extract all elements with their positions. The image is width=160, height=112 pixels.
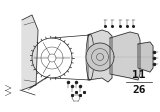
- Polygon shape: [138, 42, 153, 72]
- Text: 26: 26: [132, 85, 146, 95]
- Polygon shape: [110, 32, 140, 80]
- Text: 11: 11: [132, 70, 146, 80]
- Polygon shape: [22, 15, 38, 90]
- Polygon shape: [88, 30, 112, 82]
- Polygon shape: [86, 43, 114, 71]
